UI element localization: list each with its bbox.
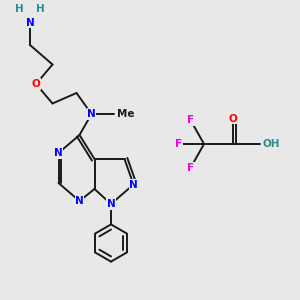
Text: Me: Me [117, 109, 134, 119]
Text: H: H [15, 4, 24, 14]
Text: N: N [129, 179, 138, 190]
Text: O: O [228, 113, 237, 124]
Text: N: N [75, 196, 84, 206]
Text: N: N [54, 148, 63, 158]
Text: F: F [175, 139, 182, 149]
Text: OH: OH [262, 139, 280, 149]
Text: N: N [26, 17, 34, 28]
Text: F: F [187, 115, 194, 125]
Text: N: N [87, 109, 96, 119]
Text: O: O [32, 79, 40, 89]
Text: F: F [187, 163, 194, 173]
Text: N: N [106, 199, 116, 209]
Text: H: H [36, 4, 45, 14]
